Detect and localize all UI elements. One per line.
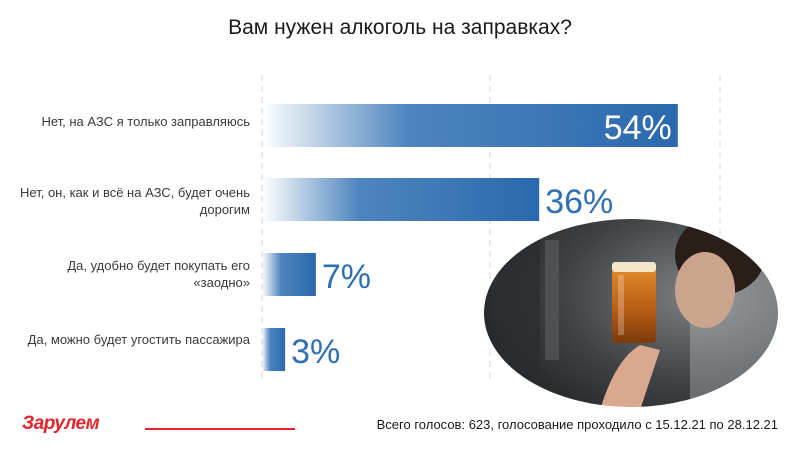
data-label: 3% bbox=[291, 333, 340, 371]
chart-title: Вам нужен алкоголь на заправках? bbox=[228, 16, 572, 39]
category-label: Нет, он, как и всё на АЗС, будет очень д… bbox=[20, 185, 250, 217]
category-label: Нет, на АЗС я только заправляюсь bbox=[41, 114, 250, 129]
category-label: Да, можно будет угостить пассажира bbox=[27, 332, 250, 347]
bar bbox=[262, 104, 678, 147]
bar bbox=[262, 328, 286, 371]
data-label: 36% bbox=[545, 183, 613, 221]
category-label: Да, удобно будет покупать его «заодно» bbox=[67, 258, 250, 290]
data-label: 7% bbox=[322, 258, 371, 296]
bar bbox=[262, 253, 316, 296]
za-rulem-logo: Зарулем bbox=[22, 413, 100, 434]
votes-footnote: Всего голосов: 623, голосование проходил… bbox=[376, 417, 778, 432]
bar bbox=[262, 178, 540, 221]
data-label: 54% bbox=[604, 109, 672, 147]
footer-divider bbox=[145, 428, 295, 430]
